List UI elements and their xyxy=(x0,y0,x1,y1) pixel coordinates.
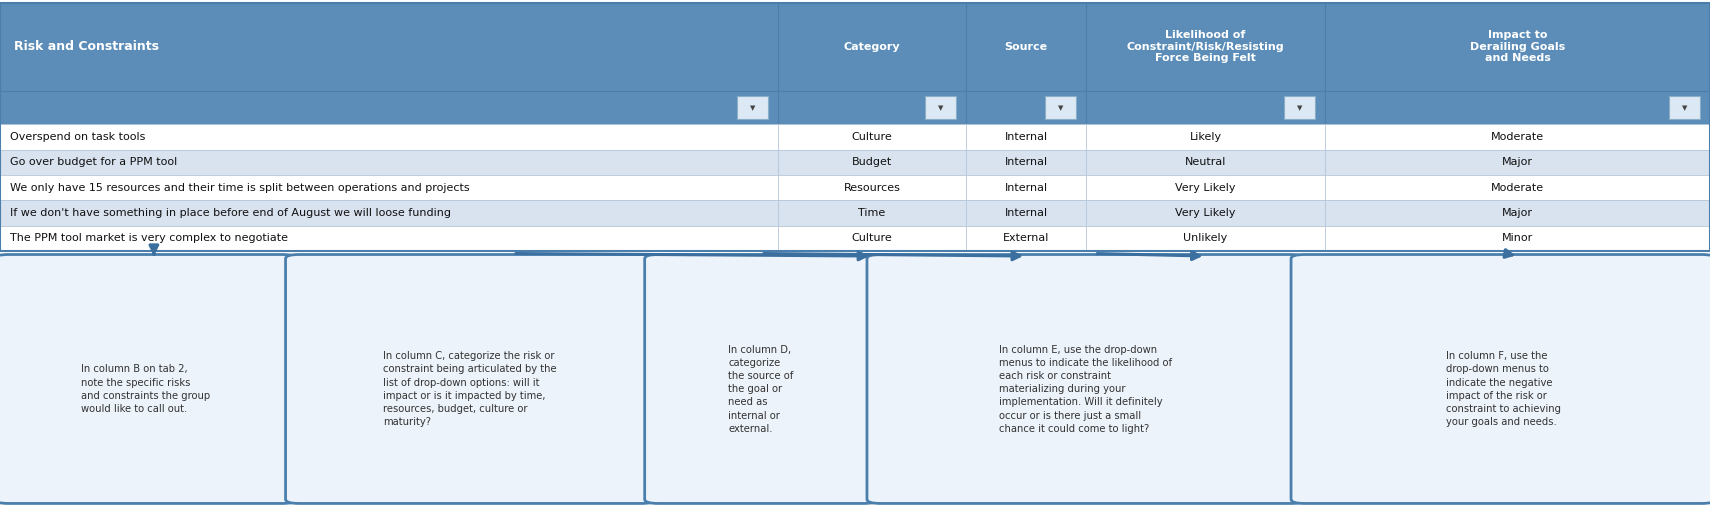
Text: External: External xyxy=(1002,233,1050,243)
Bar xyxy=(0,124,778,150)
Bar xyxy=(1325,3,1710,91)
Text: Impact to
Derailing Goals
and Needs: Impact to Derailing Goals and Needs xyxy=(1471,30,1565,63)
Bar xyxy=(1086,226,1325,251)
Bar xyxy=(1325,91,1710,124)
Text: If we don't have something in place before end of August we will loose funding: If we don't have something in place befo… xyxy=(10,208,451,218)
Bar xyxy=(966,175,1086,200)
Bar xyxy=(0,200,778,226)
Text: Likelihood of
Constraint/Risk/Resisting
Force Being Felt: Likelihood of Constraint/Risk/Resisting … xyxy=(1127,30,1284,63)
Text: Internal: Internal xyxy=(1004,183,1048,193)
Text: Budget: Budget xyxy=(852,157,893,167)
Bar xyxy=(0,150,778,175)
Text: Culture: Culture xyxy=(852,233,893,243)
Text: ▼: ▼ xyxy=(1681,105,1688,111)
Bar xyxy=(1086,3,1325,91)
Bar xyxy=(966,150,1086,175)
Bar xyxy=(1325,124,1710,150)
Text: ▼: ▼ xyxy=(1057,105,1064,111)
FancyBboxPatch shape xyxy=(1291,255,1710,503)
Text: Overspend on task tools: Overspend on task tools xyxy=(10,132,145,142)
Text: The PPM tool market is very complex to negotiate: The PPM tool market is very complex to n… xyxy=(10,233,289,243)
Bar xyxy=(966,3,1086,91)
Bar xyxy=(925,96,956,119)
Bar xyxy=(1669,96,1700,119)
Bar xyxy=(966,200,1086,226)
Bar xyxy=(0,3,778,91)
Bar xyxy=(1086,91,1325,124)
Text: Moderate: Moderate xyxy=(1491,183,1544,193)
Bar xyxy=(0,3,1710,251)
Text: Resources: Resources xyxy=(843,183,901,193)
Text: Likely: Likely xyxy=(1190,132,1221,142)
Bar xyxy=(966,124,1086,150)
Bar xyxy=(1284,96,1315,119)
Bar xyxy=(1086,200,1325,226)
Text: In column F, use the
drop-down menus to
indicate the negative
impact of the risk: In column F, use the drop-down menus to … xyxy=(1445,351,1561,427)
Text: In column C, categorize the risk or
constraint being articulated by the
list of : In column C, categorize the risk or cons… xyxy=(383,351,557,427)
Text: In column D,
categorize
the source of
the goal or
need as
internal or
external.: In column D, categorize the source of th… xyxy=(728,345,793,433)
Text: In column B on tab 2,
note the specific risks
and constraints the group
would li: In column B on tab 2, note the specific … xyxy=(80,365,210,414)
FancyBboxPatch shape xyxy=(286,255,655,503)
Bar xyxy=(1325,226,1710,251)
FancyBboxPatch shape xyxy=(867,255,1305,503)
Text: Unlikely: Unlikely xyxy=(1183,233,1228,243)
Bar xyxy=(1325,200,1710,226)
Bar xyxy=(1045,96,1076,119)
Text: Moderate: Moderate xyxy=(1491,132,1544,142)
Text: Very Likely: Very Likely xyxy=(1175,208,1236,218)
FancyBboxPatch shape xyxy=(645,255,877,503)
Bar xyxy=(778,150,966,175)
Text: Minor: Minor xyxy=(1501,233,1534,243)
Text: Internal: Internal xyxy=(1004,132,1048,142)
Bar xyxy=(1086,124,1325,150)
Bar xyxy=(1325,175,1710,200)
Bar xyxy=(778,3,966,91)
Bar xyxy=(778,124,966,150)
Bar xyxy=(966,91,1086,124)
Bar xyxy=(778,91,966,124)
Text: Risk and Constraints: Risk and Constraints xyxy=(14,41,159,53)
Bar xyxy=(966,226,1086,251)
Text: Neutral: Neutral xyxy=(1185,157,1226,167)
Text: We only have 15 resources and their time is split between operations and project: We only have 15 resources and their time… xyxy=(10,183,470,193)
Text: Go over budget for a PPM tool: Go over budget for a PPM tool xyxy=(10,157,178,167)
Text: Time: Time xyxy=(858,208,886,218)
Bar xyxy=(0,175,778,200)
Text: Category: Category xyxy=(843,42,901,52)
Text: Very Likely: Very Likely xyxy=(1175,183,1236,193)
Text: Source: Source xyxy=(1004,42,1048,52)
Text: In column E, use the drop-down
menus to indicate the likelihood of
each risk or : In column E, use the drop-down menus to … xyxy=(999,345,1173,433)
Bar xyxy=(0,91,778,124)
Text: ▼: ▼ xyxy=(937,105,944,111)
Text: Major: Major xyxy=(1501,208,1534,218)
Bar xyxy=(778,200,966,226)
Bar xyxy=(737,96,768,119)
Bar xyxy=(778,226,966,251)
Text: Major: Major xyxy=(1501,157,1534,167)
Text: ▼: ▼ xyxy=(1296,105,1303,111)
Bar xyxy=(1086,150,1325,175)
Bar xyxy=(778,175,966,200)
Bar xyxy=(0,226,778,251)
Text: Culture: Culture xyxy=(852,132,893,142)
Bar xyxy=(1086,175,1325,200)
Bar xyxy=(1325,150,1710,175)
Text: Internal: Internal xyxy=(1004,157,1048,167)
FancyBboxPatch shape xyxy=(0,255,296,503)
Text: Internal: Internal xyxy=(1004,208,1048,218)
Text: ▼: ▼ xyxy=(749,105,756,111)
